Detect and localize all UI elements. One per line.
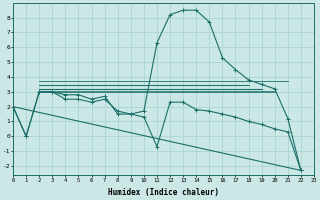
X-axis label: Humidex (Indice chaleur): Humidex (Indice chaleur) [108, 188, 219, 197]
